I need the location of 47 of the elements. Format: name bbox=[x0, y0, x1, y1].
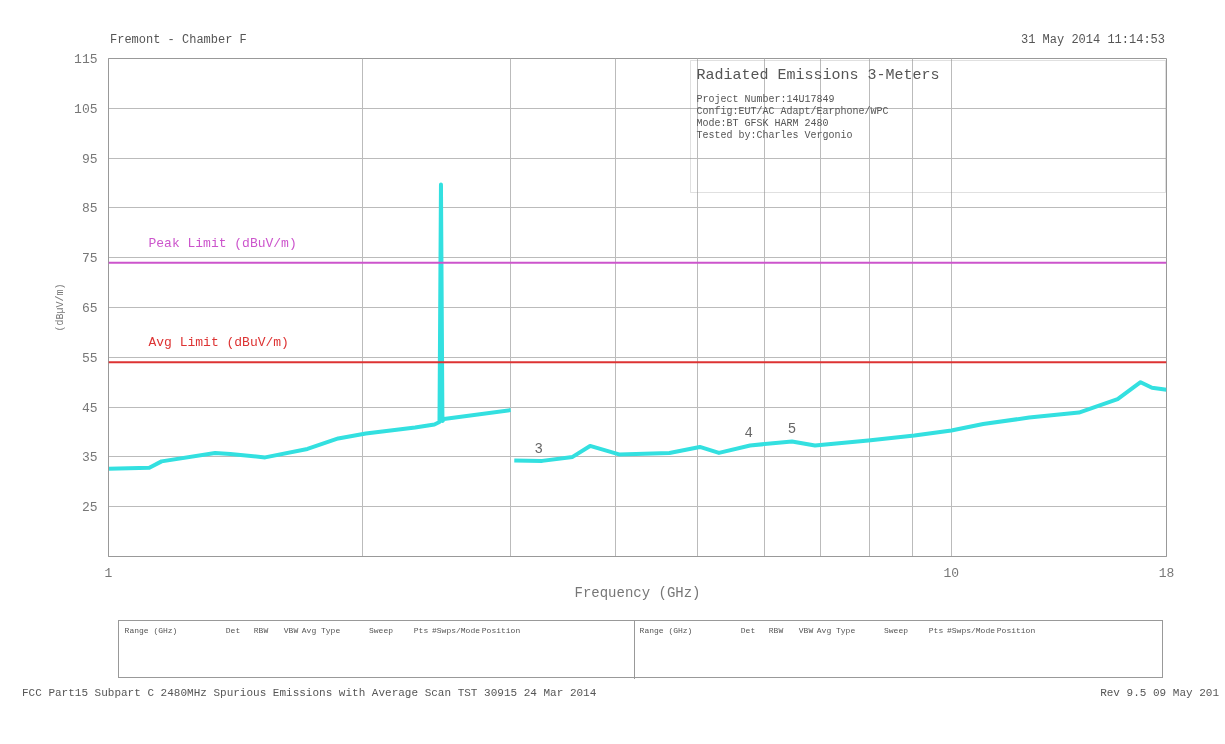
ref-line-label: Avg Limit (dBuV/m) bbox=[148, 335, 289, 351]
ref-line-label: Peak Limit (dBuV/m) bbox=[148, 235, 297, 251]
y-tick-label: 105 bbox=[74, 101, 98, 117]
text: Fremont - Chamber F bbox=[110, 32, 247, 49]
text: Pts bbox=[413, 625, 429, 637]
annotation: Config:EUT/AC Adapt/Earphone/WPC bbox=[696, 106, 889, 117]
text: Sweep bbox=[883, 625, 909, 637]
annotation: Tested by:Charles Vergonio bbox=[696, 130, 853, 141]
y-tick-label: 115 bbox=[74, 52, 98, 67]
text: Position bbox=[996, 625, 1036, 637]
y-tick-label: 65 bbox=[81, 301, 98, 316]
y-tick-label: 45 bbox=[81, 400, 98, 416]
text: Pts bbox=[928, 625, 944, 637]
annotation: Project Number:14U17849 bbox=[696, 94, 835, 105]
text: 31 May 2014 11:14:53 bbox=[1020, 32, 1165, 49]
text: RBW bbox=[253, 625, 269, 637]
annotation: 4 bbox=[744, 425, 753, 442]
y-axis-title: (dBµV/m) bbox=[55, 283, 67, 332]
text: Radiated Emissions 3-Meters bbox=[696, 67, 940, 84]
text: RBW bbox=[768, 625, 784, 637]
text: Det bbox=[740, 625, 756, 637]
y-tick-label: 85 bbox=[81, 201, 98, 217]
annotation: 3 bbox=[534, 440, 544, 457]
x-tick-label: 1 bbox=[104, 565, 113, 581]
y-tick-label: 95 bbox=[81, 151, 98, 167]
annotation: Mode:BT GFSK HARM 2480 bbox=[696, 118, 829, 129]
text: Rev 9.5 09 May 201 bbox=[1100, 686, 1219, 701]
y-tick-label: 75 bbox=[81, 251, 98, 267]
text: #Swps/Mode bbox=[946, 625, 996, 637]
text: VBW bbox=[283, 625, 299, 637]
x-axis-title: Frequency (GHz) bbox=[574, 584, 701, 601]
text: #Swps/Mode bbox=[431, 625, 481, 637]
text: Avg Type bbox=[816, 625, 856, 637]
text: Avg Type bbox=[301, 625, 341, 637]
annotation: 5 bbox=[787, 421, 797, 438]
text: VBW bbox=[798, 625, 814, 637]
y-tick-label: 55 bbox=[81, 350, 98, 366]
text: Sweep bbox=[368, 625, 394, 637]
text: Det bbox=[225, 625, 241, 637]
text: Range (GHz) bbox=[124, 625, 178, 637]
text: FCC Part15 Subpart C 2480MHz Spurious Emissions with Average Scan TST 30915 24 Mar 2014 bbox=[22, 686, 597, 701]
text: Range (GHz) bbox=[639, 625, 693, 637]
y-tick-label: 35 bbox=[81, 450, 98, 466]
x-tick-label: 10 bbox=[943, 565, 960, 581]
y-tick-label: 25 bbox=[81, 500, 98, 516]
x-tick-label: 18 bbox=[1158, 565, 1175, 581]
text: Position bbox=[481, 625, 521, 637]
